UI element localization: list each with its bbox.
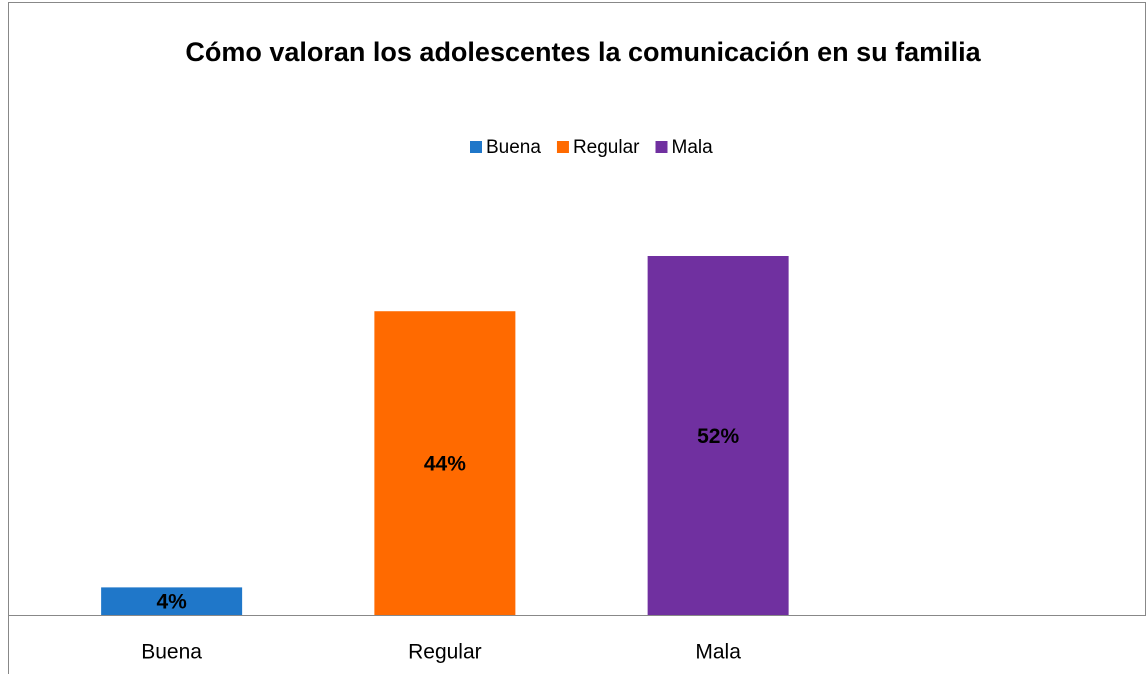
data-label: 44% [424, 453, 466, 476]
legend-label: Buena [486, 137, 541, 158]
legend-label: Regular [573, 137, 640, 158]
data-label: 52% [697, 425, 739, 448]
x-tick-label: Buena [141, 641, 202, 664]
legend-label: Mala [672, 137, 714, 158]
x-tick-label: Regular [408, 641, 482, 664]
bar [647, 256, 789, 615]
data-label: 4% [156, 591, 187, 614]
legend-swatch [556, 141, 569, 153]
legend-swatch [470, 141, 482, 153]
bar [374, 311, 516, 615]
legend-swatch [655, 141, 668, 153]
bar [101, 587, 243, 615]
x-tick-label: Mala [695, 641, 741, 664]
chart-title: Cómo valoran los adolescentes la comunic… [185, 37, 981, 67]
